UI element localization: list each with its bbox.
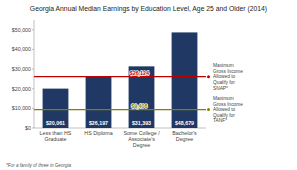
plot-area xyxy=(34,32,210,128)
x-tick-label: Some College /Associate'sDegree xyxy=(123,130,160,148)
reference-line xyxy=(34,109,206,110)
chart: Georgia Annual Median Earnings by Educat… xyxy=(0,0,297,170)
y-tick xyxy=(32,128,34,129)
annotation: MaximumGross IncomeAllowed toQualify for… xyxy=(213,63,243,90)
reference-label: $26,124 xyxy=(130,70,149,76)
reference-label: $9,408 xyxy=(131,103,147,109)
y-tick xyxy=(32,29,34,30)
y-tick xyxy=(32,69,34,70)
x-tick-label: Bachelor'sDegree xyxy=(172,130,197,142)
title: Georgia Annual Median Earnings by Educat… xyxy=(30,5,267,13)
footnote: *For a family of three in Georgia xyxy=(6,163,72,168)
y-tick-label: $50,000 xyxy=(12,27,31,33)
y-tick-label: $40,000 xyxy=(12,46,31,52)
x-tick-label: HS Diploma xyxy=(84,130,112,136)
bar xyxy=(172,32,198,128)
bar xyxy=(86,77,112,128)
data-label: $48,679 xyxy=(175,120,194,126)
bar xyxy=(43,89,69,128)
y-axis-line xyxy=(34,20,35,128)
x-tick-label: Less than HSGraduate xyxy=(40,130,72,142)
y-tick-label: $0 xyxy=(25,125,31,131)
bar xyxy=(129,66,155,128)
data-label: $20,061 xyxy=(46,120,65,126)
y-tick xyxy=(32,108,34,109)
reference-line xyxy=(34,76,206,77)
y-tick xyxy=(32,49,34,50)
reference-dot xyxy=(207,108,210,111)
annotation: MaximumGross IncomeAllowed toQualify for… xyxy=(213,96,243,123)
y-tick xyxy=(32,88,34,89)
y-tick-label: $10,000 xyxy=(12,105,31,111)
y-tick-label: $20,000 xyxy=(12,86,31,92)
y-tick-label: $30,000 xyxy=(12,66,31,72)
reference-dot xyxy=(207,75,210,78)
data-label: $31,393 xyxy=(132,120,151,126)
data-label: $26,197 xyxy=(89,120,108,126)
